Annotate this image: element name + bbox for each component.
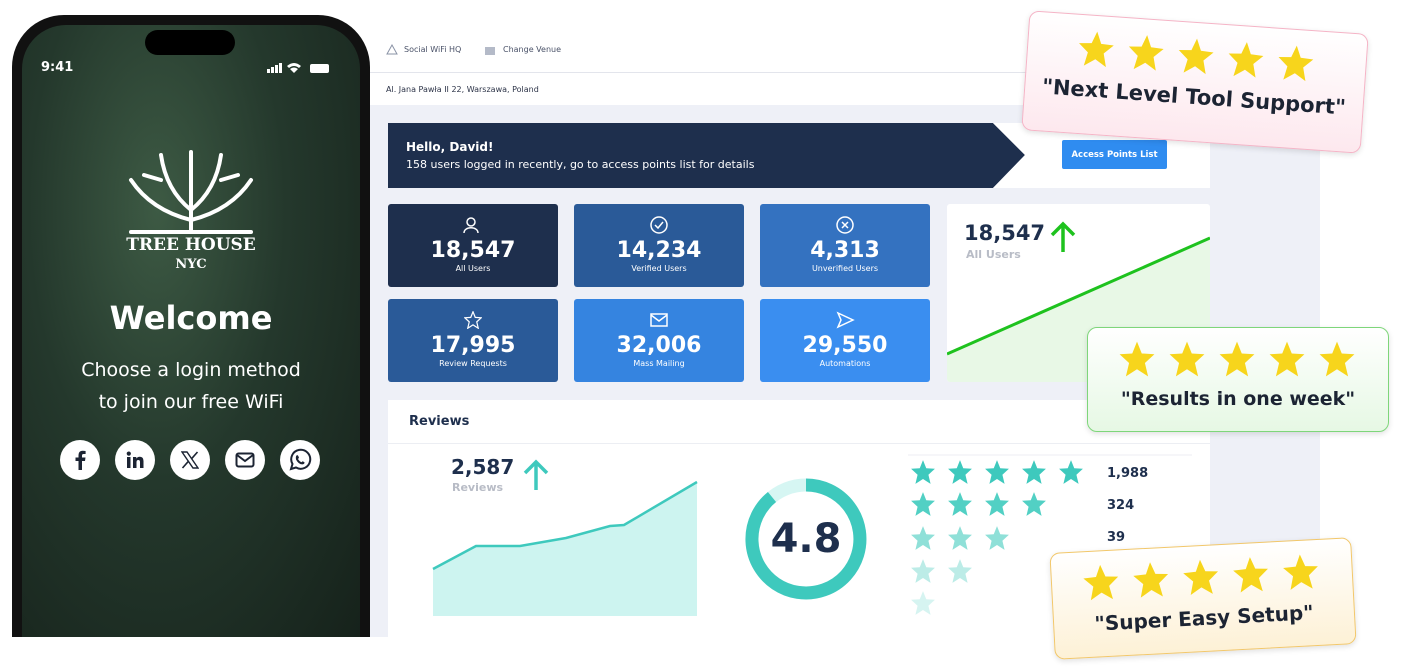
banner-message: 158 users logged in recently, go to acce… [406,158,755,171]
whatsapp-button[interactable] [280,440,320,480]
users-label: All Users [966,248,1021,261]
reviews-count: 2,587 [451,455,515,479]
star-count: 324 [1107,498,1135,513]
mail-icon [650,313,668,327]
welcome: Welcome [109,299,273,337]
stat-label: Unverified Users [811,264,879,273]
testimonial-card: "Results in one week" [1087,327,1389,432]
stat-label: Mass Mailing [633,359,685,368]
email-button[interactable] [225,440,265,480]
x-icon [181,451,199,469]
reviews-count-label: Reviews [452,481,504,494]
nav-item[interactable]: Social WiFi HQ [404,45,462,54]
users-value: 18,547 [964,221,1046,245]
status-icons [267,63,329,73]
stat-value: 32,006 [616,333,702,358]
stat-card: 29,550 Automations [760,299,930,382]
stat-card: 17,995 Review Requests [388,299,558,382]
access-points-button[interactable]: Access Points List [1062,140,1167,169]
subtitle-line: Choose a login method [81,359,301,381]
stat-value: 17,995 [430,333,516,358]
stat-label: Verified Users [631,264,687,273]
reviews-graphics [432,454,1192,616]
testimonial-card: "Super Easy Setup" [1049,537,1357,660]
status-time: 9:41 [41,60,74,75]
stat-card: 14,234 Verified Users [574,204,744,287]
stat-label: All Users [455,264,491,273]
greeting: Hello, David! [406,140,494,154]
facebook-icon [75,450,86,470]
stars [1119,341,1355,377]
address: Al. Jana Pawła II 22, Warszawa, Poland [386,85,539,94]
testimonial-card: "Next Level Tool Support" [1021,10,1369,154]
testimonial-text: "Results in one week" [1120,388,1356,410]
stat-value: 29,550 [802,333,888,358]
star-icon [464,311,482,329]
linkedin-icon [126,451,144,468]
nav-icon [485,47,495,55]
stat-card: 32,006 Mass Mailing [574,299,744,382]
stat-card: 4,313 Unverified Users [760,204,930,287]
facebook-button[interactable] [60,440,100,480]
cross-icon [836,216,854,234]
divider [388,443,1210,444]
reviews-title: Reviews [409,414,470,429]
tree-logo [129,150,253,234]
phone: 9:41 TREE HOUSE NYC Welcome Choose a log… [12,15,370,637]
up-arrow [1050,221,1076,252]
nav-item[interactable]: Change Venue [503,45,562,54]
stat-value: 4,313 [810,238,880,263]
stat-value: 18,547 [430,238,516,263]
stars [1082,553,1320,601]
brand: TREE HOUSE [126,235,256,255]
testimonial-text: "Super Easy Setup" [1093,600,1315,636]
dynamic-island [145,30,235,55]
stat-label: Review Requests [439,359,507,368]
stat-card: 18,547 All Users [388,204,558,287]
x-button[interactable] [170,440,210,480]
whatsapp-icon [289,448,312,471]
stat-label: Automations [819,359,871,368]
email-icon [235,452,255,468]
stat-value: 14,234 [616,238,702,263]
subtitle-line: to join our free WiFi [98,391,284,413]
stars [1077,30,1315,82]
users-icon [463,217,479,234]
check-icon [650,216,668,234]
brand-sub: NYC [175,257,207,272]
phone-screen: 9:41 TREE HOUSE NYC Welcome Choose a log… [22,25,360,637]
nav-icon [386,44,398,55]
linkedin-button[interactable] [115,440,155,480]
star-count: 39 [1107,530,1126,545]
send-icon [836,311,855,329]
rating: 4.8 [770,516,842,562]
star-count: 1,988 [1107,466,1149,481]
